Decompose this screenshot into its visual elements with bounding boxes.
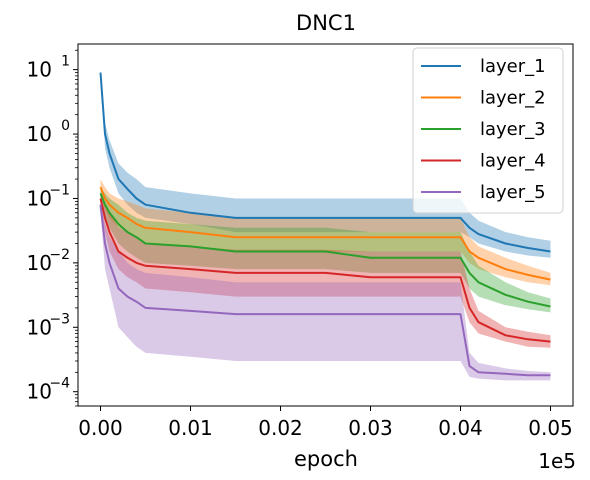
x-tick-label: 0.03 [348,416,393,440]
line-layer_4 [99,198,551,343]
legend-label-layer_5: layer_5 [480,182,546,203]
y-tick-exponent: −1 [49,182,70,198]
y-tick-label: 10 [27,58,52,82]
y-tick-exponent: −4 [49,376,70,392]
band-layer_2 [100,179,551,286]
x-tick-label: 0.04 [438,416,483,440]
legend-label-layer_2: layer_2 [480,88,546,109]
line-layer_2 [99,186,551,281]
y-tick-label: 10 [27,251,52,275]
x-tick-label: 0.02 [258,416,303,440]
band-layer_5 [100,198,551,381]
y-tick-exponent: 1 [61,54,70,70]
y-tick-label: 10 [27,122,52,146]
legend-label-layer_4: layer_4 [480,151,546,172]
line-layer_1 [99,72,551,253]
y-tick-exponent: −3 [49,311,70,327]
plot-frame [77,43,574,407]
y-tick-exponent: 0 [61,118,70,134]
legend: layer_1 layer_2 layer_3 layer_4 layer_5 [412,47,564,214]
legend-label-layer_3: layer_3 [480,119,546,140]
y-tick-label: 10 [27,315,52,339]
x-tick-label: 0.05 [528,416,573,440]
legend-label-layer_1: layer_1 [480,56,546,77]
x-axis-label: epoch [294,447,358,471]
band-layer_4 [100,191,551,348]
y-tick-label: 10 [27,186,52,210]
y-tick-exponent: −2 [49,247,70,263]
y-tick-label: 10 [27,380,52,404]
series-lines [99,72,551,377]
chart-title: DNC1 [296,11,356,35]
x-tick-label: 0.00 [78,416,123,440]
line-layer_3 [99,193,551,308]
band-layer_3 [100,187,551,313]
x-tick-label: 0.01 [168,416,213,440]
line-layer_5 [99,204,551,377]
legend-box [412,47,564,214]
x-axis-offset-text: 1e5 [538,449,576,473]
